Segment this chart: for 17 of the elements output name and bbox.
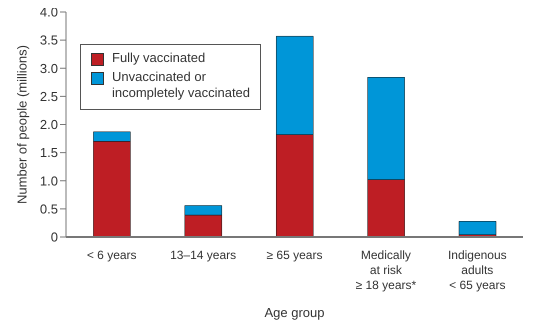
y-tick-label: 0	[50, 230, 58, 245]
x-tick-label: < 6 years	[86, 248, 137, 262]
y-tick-label: 0.5	[40, 201, 58, 216]
x-axis-title: Age group	[264, 305, 324, 320]
y-axis-title: Number of people (millions)	[14, 45, 30, 204]
legend-label: Fully vaccinated	[112, 50, 206, 66]
y-tick-label: 2.0	[40, 117, 58, 132]
y-tick-label: 1.0	[40, 173, 58, 188]
x-tick-label: Indigenous adults < 65 years	[448, 248, 507, 292]
y-tick-label: 3.5	[40, 32, 58, 48]
x-tick-label: 13–14 years	[170, 248, 236, 262]
x-tick-label: Medically at risk ≥ 18 years*	[356, 248, 417, 292]
y-tick-label: 3.0	[40, 60, 58, 76]
x-tick-label: ≥ 65 years	[266, 248, 322, 262]
y-tick-label: 2.5	[40, 88, 58, 104]
y-tick-label: 1.5	[40, 145, 58, 160]
legend-label: Unvaccinated or incompletely vaccinated	[112, 69, 250, 101]
